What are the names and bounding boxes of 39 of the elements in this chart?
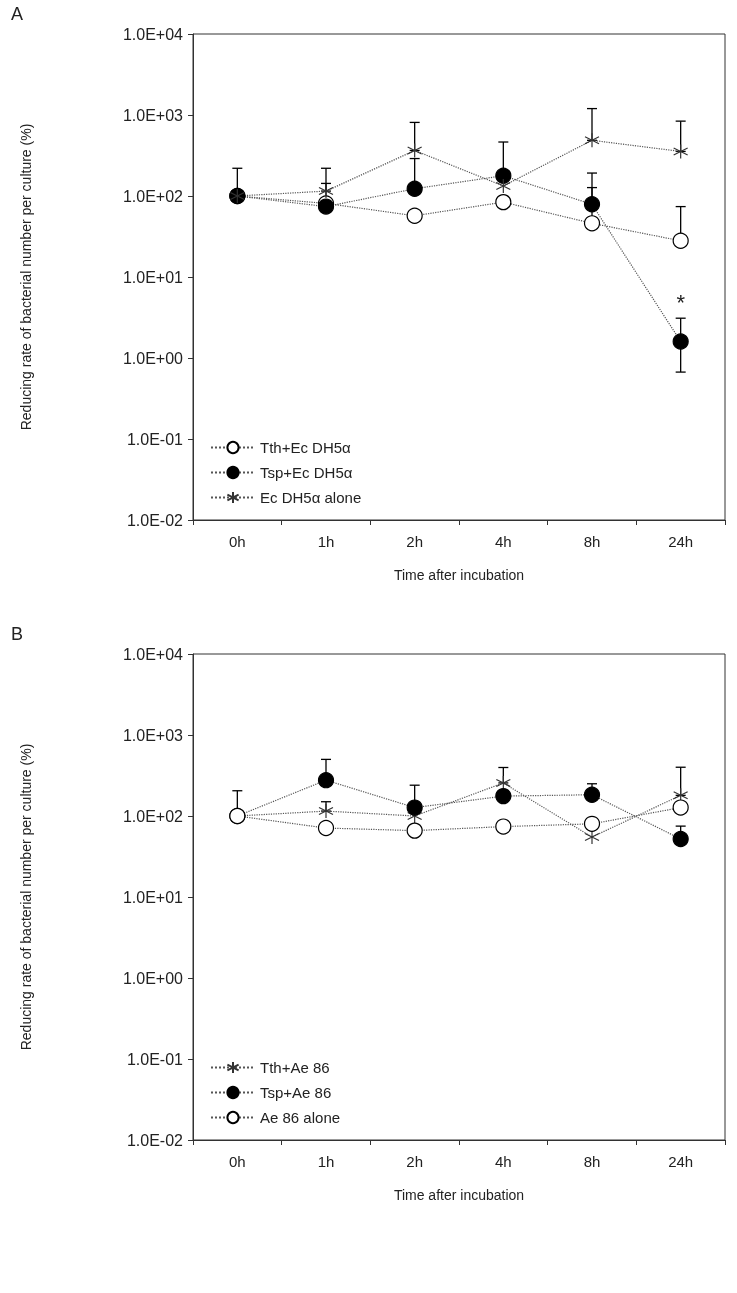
annotation: * bbox=[676, 289, 686, 315]
y-tick-label: 1.0E-01 bbox=[126, 430, 184, 448]
y-tick-label: 1.0E+00 bbox=[122, 969, 184, 987]
x-tick-label: 4h bbox=[494, 533, 512, 550]
text: B bbox=[11, 624, 24, 644]
y-tick-label: 1.0E+01 bbox=[122, 888, 184, 906]
x-tick-label: 2h bbox=[406, 533, 424, 550]
x-tick-label: 2h bbox=[406, 1153, 424, 1170]
y-tick-label: 1.0E+04 bbox=[122, 645, 184, 663]
y-tick-label: 1.0E+01 bbox=[122, 268, 184, 286]
x-tick-label: 4h bbox=[494, 1153, 512, 1170]
x-tick-label: 24h bbox=[668, 1153, 694, 1170]
legend-label: Tth+Ae 86 bbox=[260, 1059, 330, 1076]
legend-label: Ec DH5α alone bbox=[260, 489, 362, 506]
legend-label: Ae 86 alone bbox=[260, 1109, 341, 1126]
y-tick-label: 1.0E-02 bbox=[126, 511, 184, 529]
x-axis-title: Time after incubation bbox=[393, 567, 525, 583]
x-tick-label: 8h bbox=[583, 1153, 601, 1170]
x-tick-label: 1h bbox=[317, 1153, 335, 1170]
y-tick-label: 1.0E+02 bbox=[122, 187, 184, 205]
x-tick-label: 8h bbox=[583, 533, 601, 550]
y-axis-title: Reducing rate of bacterial number per culture (%) bbox=[18, 123, 34, 431]
x-axis-title: Time after incubation bbox=[393, 1187, 525, 1203]
y-tick-label: 1.0E+03 bbox=[122, 106, 184, 124]
legend-label: Tsp+Ae 86 bbox=[260, 1084, 332, 1101]
y-axis-title: Reducing rate of bacterial number per culture (%) bbox=[18, 743, 34, 1051]
y-tick-label: 1.0E+04 bbox=[122, 25, 184, 43]
y-tick-label: 1.0E-01 bbox=[126, 1050, 184, 1068]
x-tick-label: 24h bbox=[668, 533, 694, 550]
y-tick-label: 1.0E+03 bbox=[122, 726, 184, 744]
y-tick-label: 1.0E+02 bbox=[122, 807, 184, 825]
x-tick-label: 0h bbox=[228, 1153, 246, 1170]
x-tick-label: 0h bbox=[228, 533, 246, 550]
text: A bbox=[11, 4, 24, 24]
y-tick-label: 1.0E-02 bbox=[126, 1131, 184, 1149]
legend-label: Tth+Ec DH5α bbox=[260, 439, 352, 456]
x-tick-label: 1h bbox=[317, 533, 335, 550]
y-tick-label: 1.0E+00 bbox=[122, 349, 184, 367]
legend-label: Tsp+Ec DH5α bbox=[260, 464, 353, 481]
